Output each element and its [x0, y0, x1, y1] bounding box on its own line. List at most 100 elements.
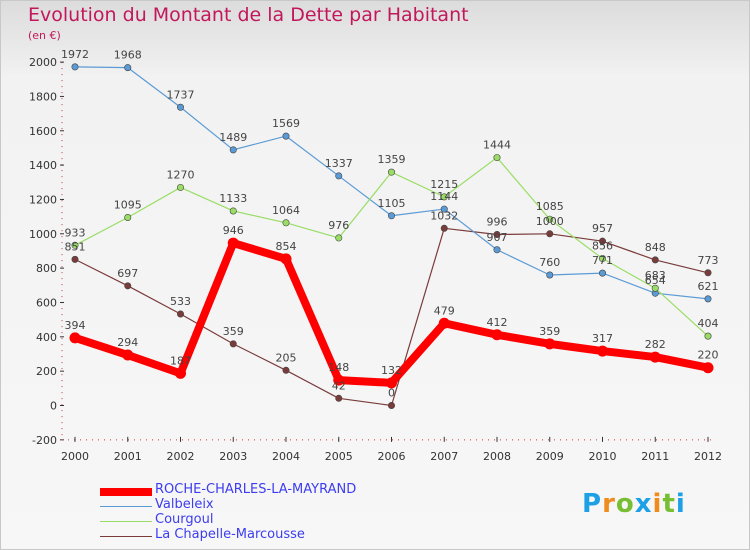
data-label: 187 [170, 354, 191, 367]
logo-letter: r [602, 489, 616, 519]
data-label: 1064 [272, 204, 300, 217]
legend: ROCHE-CHARLES-LA-MAYRAND Valbeleix Courgou… [100, 482, 420, 544]
data-point [229, 146, 237, 154]
y-tick-label: 1000 [29, 228, 57, 241]
x-tick-label: 2006 [378, 450, 406, 463]
data-point [598, 255, 606, 263]
data-label: 1737 [167, 88, 195, 101]
data-label: 359 [539, 325, 560, 338]
legend-swatch [100, 506, 152, 507]
y-unit-label: (en €) [28, 29, 61, 42]
x-tick-label: 2005 [325, 450, 353, 463]
data-point [493, 246, 501, 254]
data-label: 946 [223, 224, 244, 237]
data-point [335, 172, 343, 180]
data-point [282, 366, 290, 374]
data-label: 976 [328, 219, 349, 232]
data-label: 533 [170, 295, 191, 308]
legend-swatch [100, 536, 152, 537]
data-label: 359 [223, 325, 244, 338]
x-tick-label: 2009 [536, 450, 564, 463]
data-point [229, 340, 237, 348]
x-tick-label: 2004 [272, 450, 300, 463]
data-point [229, 207, 237, 215]
x-tick-label: 2001 [114, 450, 142, 463]
data-label: 996 [487, 215, 508, 228]
data-point [440, 224, 448, 232]
data-label: 1133 [219, 192, 247, 205]
data-label: 621 [698, 280, 719, 293]
y-tick-label: 1800 [29, 90, 57, 103]
data-label: 1095 [114, 198, 142, 211]
data-point [71, 63, 79, 71]
data-point [651, 284, 659, 292]
data-label: 1105 [378, 197, 406, 210]
data-label: 773 [698, 254, 719, 267]
data-point [387, 401, 395, 409]
data-point [387, 212, 395, 220]
data-label: 479 [434, 304, 455, 317]
data-point [177, 183, 185, 191]
data-label: 907 [487, 231, 508, 244]
data-point [704, 332, 712, 340]
data-point [493, 154, 501, 162]
data-point [280, 253, 292, 265]
data-point [702, 362, 714, 374]
chart-title: Evolution du Montant de la Dette par Hab… [28, 4, 469, 26]
y-tick-label: 200 [36, 365, 57, 378]
data-label: 1270 [167, 168, 195, 181]
data-point [597, 345, 608, 357]
data-label: 771 [592, 254, 613, 267]
data-point [227, 237, 239, 249]
data-point [440, 205, 448, 213]
legend-item: La Chapelle-Marcousse [100, 527, 420, 544]
data-label: 654 [645, 274, 666, 287]
data-point [493, 230, 501, 238]
data-label: 697 [117, 267, 138, 280]
data-label: 412 [487, 316, 508, 329]
data-label: 317 [592, 332, 613, 345]
data-label: 856 [592, 240, 613, 253]
y-tick-label: 1200 [29, 193, 57, 206]
data-point [69, 332, 81, 344]
y-tick-label: 2000 [29, 56, 57, 69]
x-tick-label: 2003 [219, 450, 247, 463]
legend-swatch [100, 488, 152, 496]
logo-letter: t [662, 489, 676, 519]
proxiti-logo: Proxiti [582, 489, 686, 519]
data-point [335, 394, 343, 402]
x-tick-label: 2002 [167, 450, 195, 463]
data-label: 1968 [114, 49, 142, 62]
logo-letter: x [634, 489, 653, 519]
data-point [440, 193, 448, 201]
data-label: 294 [117, 336, 138, 349]
data-label: 132 [381, 364, 402, 377]
data-label: 394 [65, 319, 86, 332]
data-point [177, 103, 185, 111]
data-point [438, 317, 450, 329]
data-label: 220 [698, 349, 719, 362]
y-tick-label: 600 [36, 296, 57, 309]
data-point [649, 351, 661, 363]
data-point [598, 269, 606, 277]
legend-label: La Chapelle-Marcousse [155, 527, 305, 542]
data-label: 848 [645, 241, 666, 254]
data-label: 683 [645, 269, 666, 282]
data-label: 0 [388, 387, 395, 400]
data-point [124, 213, 132, 221]
data-point [704, 295, 712, 303]
data-label: 148 [328, 361, 349, 374]
data-point [175, 367, 186, 379]
data-point [386, 377, 397, 389]
data-point [282, 219, 290, 227]
legend-label: Courgoul [155, 512, 214, 527]
legend-item: ROCHE-CHARLES-LA-MAYRAND [100, 482, 420, 499]
data-point [651, 256, 659, 264]
data-point [491, 329, 503, 341]
y-tick-label: 800 [36, 262, 57, 275]
data-label: 933 [65, 226, 86, 239]
x-tick-label: 2011 [641, 450, 669, 463]
data-point [122, 349, 134, 361]
data-point [704, 269, 712, 277]
data-label: 851 [65, 240, 86, 253]
